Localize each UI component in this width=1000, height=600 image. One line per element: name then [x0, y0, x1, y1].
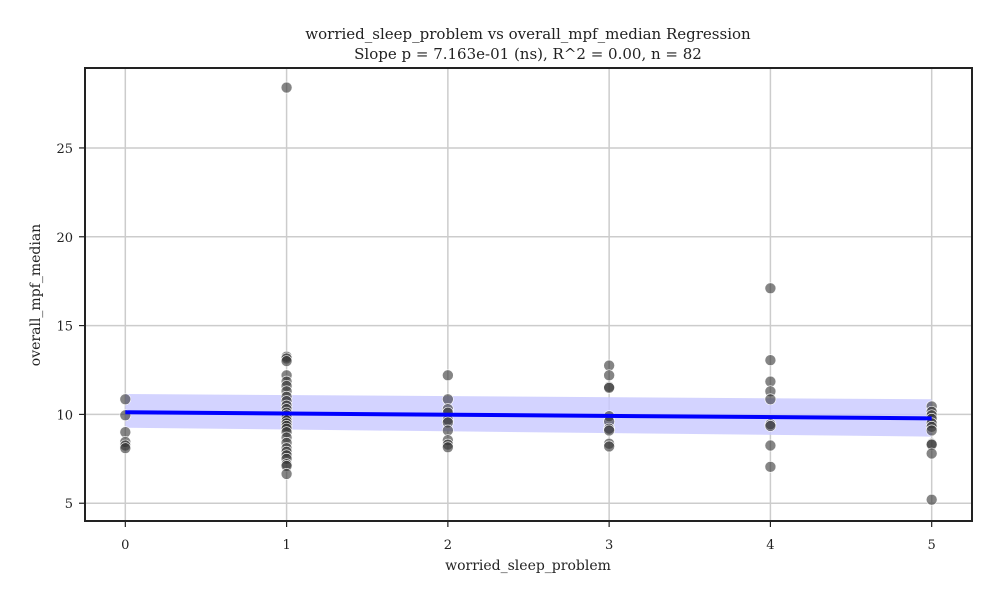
- y-tick-label: 5: [65, 497, 73, 512]
- data-point: [119, 426, 132, 438]
- data-point: [442, 424, 454, 437]
- data-point: [764, 439, 777, 452]
- data-point: [119, 442, 132, 454]
- y-tick-label: 10: [56, 408, 73, 423]
- data-point: [764, 354, 777, 367]
- y-axis-label: overall_mpf_median: [28, 224, 44, 366]
- plot-frame-layer: [84, 67, 973, 522]
- data-point: [119, 393, 132, 406]
- data-point: [442, 393, 454, 406]
- x-tick-label: 1: [282, 538, 290, 553]
- data-point: [442, 369, 454, 382]
- grid: [85, 68, 972, 521]
- data-point: [280, 468, 293, 480]
- data-point: [925, 424, 938, 437]
- data-point: [925, 447, 938, 460]
- chart-subtitle: Slope p = 7.163e-01 (ns), R^2 = 0.00, n …: [354, 45, 702, 63]
- data-point: [603, 369, 615, 382]
- x-tick-label: 3: [605, 538, 613, 553]
- scatter-points: [119, 81, 938, 506]
- y-tick-label: 15: [56, 320, 73, 335]
- data-point: [442, 441, 454, 454]
- data-point: [603, 359, 615, 372]
- axis-ticks: 0 1 2 3 4 5 5 10 15 20 25: [56, 142, 935, 553]
- data-point: [764, 461, 777, 473]
- data-point: [764, 420, 777, 432]
- data-point: [764, 282, 777, 295]
- x-tick-label: 0: [121, 538, 129, 553]
- data-point: [764, 393, 777, 406]
- x-tick-label: 2: [444, 538, 452, 553]
- x-tick-label: 4: [766, 538, 774, 553]
- x-tick-label: 5: [928, 538, 936, 553]
- plot-frame: [84, 67, 973, 522]
- data-point: [925, 493, 938, 506]
- y-tick-label: 20: [56, 231, 73, 246]
- data-point: [603, 440, 615, 453]
- regression-line: [125, 410, 932, 421]
- x-axis-label: worried_sleep_problem: [445, 558, 611, 574]
- data-point: [603, 381, 615, 394]
- chart-title: worried_sleep_problem vs overall_mpf_med…: [305, 25, 751, 43]
- y-tick-label: 25: [56, 142, 73, 157]
- data-point: [280, 355, 293, 367]
- regression-line-layer: [125, 410, 932, 421]
- data-point: [280, 81, 293, 94]
- data-point: [764, 375, 777, 388]
- data-point: [603, 424, 615, 437]
